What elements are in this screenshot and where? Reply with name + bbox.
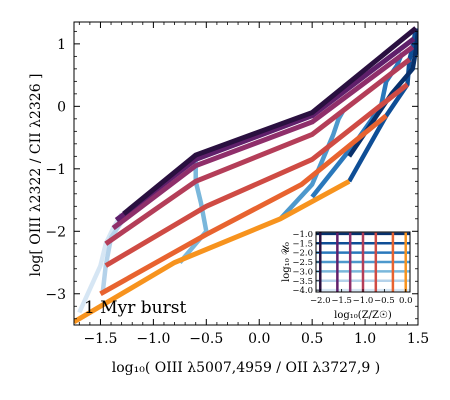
inset-y-title: log₁₀ 𝒰₀ [281, 242, 292, 282]
inset-x-axis: −2.0 −1.5 −1.0 −0.5 0.0 [310, 289, 413, 306]
inset-x-tick-label: −0.5 [374, 296, 395, 306]
inset-x-tick-label: −1.5 [331, 296, 352, 306]
inset-y-tick-label: −1.0 [292, 230, 313, 240]
x-tick-label: −0.5 [189, 331, 223, 347]
plot-area [74, 26, 418, 325]
x-tick-label: −1.5 [83, 331, 117, 347]
inset-y-tick-label: −2.0 [292, 249, 313, 259]
inset-y-tick-label: −3.0 [292, 267, 313, 277]
inset-y-axis: −1.0−1.5−2.0−2.5−3.0−3.5−4.0 [292, 230, 319, 296]
metallicity-line [111, 44, 415, 231]
x-tick-label: 0.5 [301, 331, 323, 347]
x-axis-title: log₁₀( OIII λ5007,4959 / OII λ3727,9 ) [112, 360, 380, 376]
inset-y-tick-label: −1.5 [292, 239, 313, 249]
inset-y-tick-label: −2.5 [292, 258, 313, 268]
y-tick-label: 0 [57, 99, 66, 115]
inset-x-tick-label: 0.0 [399, 296, 413, 306]
x-tick-label: 0.0 [248, 331, 270, 347]
y-tick-label: −3 [45, 287, 66, 303]
y-tick-label: 1 [57, 37, 66, 53]
annotation-label: 1 Myr burst [84, 298, 186, 318]
plot-frame [73, 21, 419, 326]
inset-x-tick-label: −2.0 [310, 296, 331, 306]
metallicity-line [104, 57, 412, 246]
x-tick-label: 1.0 [354, 331, 376, 347]
metallicity-line [122, 26, 418, 216]
x-tick-label: −1.0 [136, 331, 170, 347]
y-tick-label: −2 [45, 224, 66, 240]
y-axis: 1 0 −1 −2 −3 [45, 30, 418, 320]
ionization-line [310, 52, 405, 199]
metallicity-line [74, 179, 351, 325]
inset-x-title: log₁₀(Z/Z☉) [334, 310, 392, 321]
y-axis-title: log[ OIII λ2322 / CII λ2326 ] [28, 73, 44, 276]
x-axis: −1.5 −1.0 −0.5 0.0 0.5 1.0 1.5 [78, 22, 429, 347]
inset-legend: −2.0 −1.5 −1.0 −0.5 0.0 −1.0−1.5−2.0−2.5−3.0… [281, 230, 412, 321]
x-tick-label: 1.5 [407, 331, 429, 347]
inset-y-tick-label: −3.5 [292, 277, 313, 287]
y-tick-label: −1 [45, 162, 66, 178]
metallicity-line [99, 113, 388, 296]
inset-x-tick-label: −1.0 [353, 296, 374, 306]
inset-y-tick-label: −4.0 [292, 286, 313, 296]
metallicity-line [104, 82, 409, 268]
